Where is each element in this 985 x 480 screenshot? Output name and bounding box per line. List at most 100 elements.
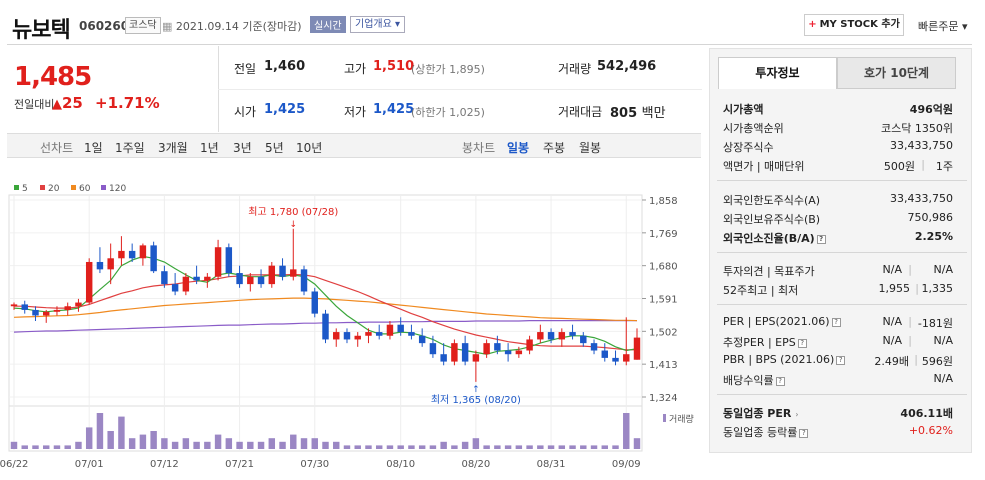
help-icon[interactable]: ? bbox=[775, 377, 785, 386]
help-icon[interactable]: ? bbox=[799, 429, 809, 438]
candle-body bbox=[569, 332, 576, 336]
candle-body bbox=[64, 306, 71, 310]
volume-bar bbox=[311, 438, 318, 449]
candle-daily[interactable]: 일봉 bbox=[507, 141, 530, 155]
per-value: N/A bbox=[882, 315, 902, 328]
x-tick-label: 09/09 bbox=[612, 459, 641, 470]
target-price-value: N/A bbox=[933, 263, 953, 276]
foreign-ratio-row: 외국인소진율(B/A)? 2.25% bbox=[723, 230, 953, 246]
foreign-hold-value: 750,986 bbox=[907, 211, 954, 224]
candle-body bbox=[504, 350, 512, 355]
calendar-icon: ▦ bbox=[162, 20, 176, 33]
panel-divider bbox=[717, 252, 967, 253]
candle-body bbox=[633, 337, 641, 360]
period-5y[interactable]: 5년 bbox=[265, 141, 284, 155]
up-arrow-icon: ▲ bbox=[52, 97, 62, 112]
est-per-row: 추정PER | EPS? N/A | N/A bbox=[723, 334, 953, 350]
tab-order-book[interactable]: 호가 10단계 bbox=[837, 57, 956, 89]
est-per-label: 추정PER | EPS? bbox=[723, 334, 807, 350]
volume-bar bbox=[343, 445, 351, 449]
base-date-text: 2021.09.14 기준(장마감) bbox=[175, 20, 302, 33]
help-icon[interactable]: ? bbox=[836, 356, 846, 365]
listed-shares-label: 상장주식수 bbox=[723, 141, 774, 154]
low-price: 1,425 bbox=[373, 102, 415, 117]
candle-body bbox=[333, 332, 340, 340]
foreign-ratio-value: 2.25% bbox=[914, 230, 953, 243]
company-overview-button[interactable]: 기업개요 ▾ bbox=[350, 16, 405, 33]
help-icon[interactable]: ? bbox=[831, 318, 841, 327]
foreign-hold-label: 외국인보유주식수(B) bbox=[723, 213, 821, 226]
volume-bar bbox=[85, 427, 93, 449]
realtime-button[interactable]: 실시간 bbox=[310, 16, 346, 33]
industry-per-value: 406.11배 bbox=[900, 407, 953, 420]
change-value: ▲25 bbox=[52, 94, 83, 112]
volume-bar bbox=[290, 434, 297, 449]
help-icon[interactable]: ? bbox=[816, 235, 826, 244]
candle-monthly[interactable]: 월봉 bbox=[579, 141, 602, 155]
candle-body bbox=[161, 271, 168, 285]
market-cap-rank-value: 코스닥 1350위 bbox=[881, 122, 953, 135]
volume-bar bbox=[418, 445, 426, 449]
period-1w[interactable]: 1주일 bbox=[115, 141, 145, 155]
dividend-row: 배당수익률? N/A bbox=[723, 372, 953, 388]
pbr-row: PBR | BPS (2021.06)? 2.49배 | 596원 bbox=[723, 353, 953, 369]
stock-code: 060260 bbox=[79, 19, 130, 33]
period-10y[interactable]: 10년 bbox=[296, 141, 323, 155]
volume-bar bbox=[461, 441, 469, 449]
candle-body bbox=[558, 332, 566, 340]
industry-rate-value: +0.62% bbox=[908, 424, 953, 437]
candle-body bbox=[526, 339, 533, 351]
candle-body bbox=[354, 335, 361, 340]
volume-label: 거래량 bbox=[669, 413, 694, 425]
low-arrow-icon: ↑ bbox=[472, 385, 480, 395]
candle-body bbox=[547, 332, 555, 340]
candlestick-chart[interactable]: 5 20 60 120 1,858 1,769 1,680 1,591 1,502 1,413 1,… bbox=[0, 175, 705, 480]
period-3m[interactable]: 3개월 bbox=[158, 141, 188, 155]
y-tick-label: 1,502 bbox=[649, 327, 678, 338]
period-1d[interactable]: 1일 bbox=[84, 141, 103, 155]
volume-bar bbox=[64, 445, 71, 449]
est-eps-value: N/A bbox=[933, 334, 953, 347]
volume-bar bbox=[236, 441, 243, 449]
candle-body bbox=[268, 265, 276, 285]
candle-body bbox=[483, 343, 490, 355]
volume-bar bbox=[472, 438, 480, 449]
industry-per-row[interactable]: 동일업종 PER › 406.11배 bbox=[723, 405, 953, 421]
upper-limit: (상한가 1,895) bbox=[411, 63, 485, 76]
volume-bar bbox=[322, 441, 329, 449]
candle-body bbox=[365, 332, 372, 336]
candle-weekly[interactable]: 주봉 bbox=[543, 141, 566, 155]
volume-bar bbox=[580, 445, 587, 449]
volume-bar bbox=[118, 416, 125, 449]
candle-body bbox=[515, 350, 523, 355]
candle-body bbox=[375, 332, 383, 336]
dividend-label-text: 배당수익률 bbox=[723, 374, 774, 387]
candle-body bbox=[10, 304, 18, 307]
volume-bar bbox=[161, 438, 168, 449]
volume-bar bbox=[247, 441, 254, 449]
quick-order-button[interactable]: 빠른주문 ▾ bbox=[918, 20, 968, 33]
candle-body bbox=[472, 354, 480, 362]
market-cap-label: 시가총액 bbox=[723, 103, 764, 116]
x-tick-label: 07/30 bbox=[300, 459, 329, 470]
candle-body bbox=[311, 291, 318, 314]
volume-value: 542,496 bbox=[597, 59, 657, 74]
change-rate: +1.71% bbox=[95, 94, 160, 112]
low-label: 저가 bbox=[344, 105, 367, 119]
my-stock-add-button[interactable]: + MY STOCK 추가 bbox=[804, 14, 904, 36]
tab-investment-info[interactable]: 투자정보 bbox=[718, 57, 837, 89]
period-3y[interactable]: 3년 bbox=[233, 141, 252, 155]
period-1y[interactable]: 1년 bbox=[200, 141, 219, 155]
amount-number: 805 bbox=[610, 106, 638, 121]
candle-body bbox=[171, 284, 179, 292]
candle-body bbox=[300, 269, 308, 292]
volume-bar bbox=[214, 434, 222, 449]
quote-row-divider bbox=[218, 89, 702, 90]
candle-body bbox=[85, 261, 93, 303]
volume-bar bbox=[300, 438, 308, 449]
help-icon[interactable]: ? bbox=[797, 339, 807, 348]
volume-bar bbox=[107, 431, 114, 449]
volume-bar bbox=[193, 441, 200, 449]
par-label: 액면가 | 매매단위 bbox=[723, 160, 805, 173]
volume-bar bbox=[32, 445, 39, 449]
